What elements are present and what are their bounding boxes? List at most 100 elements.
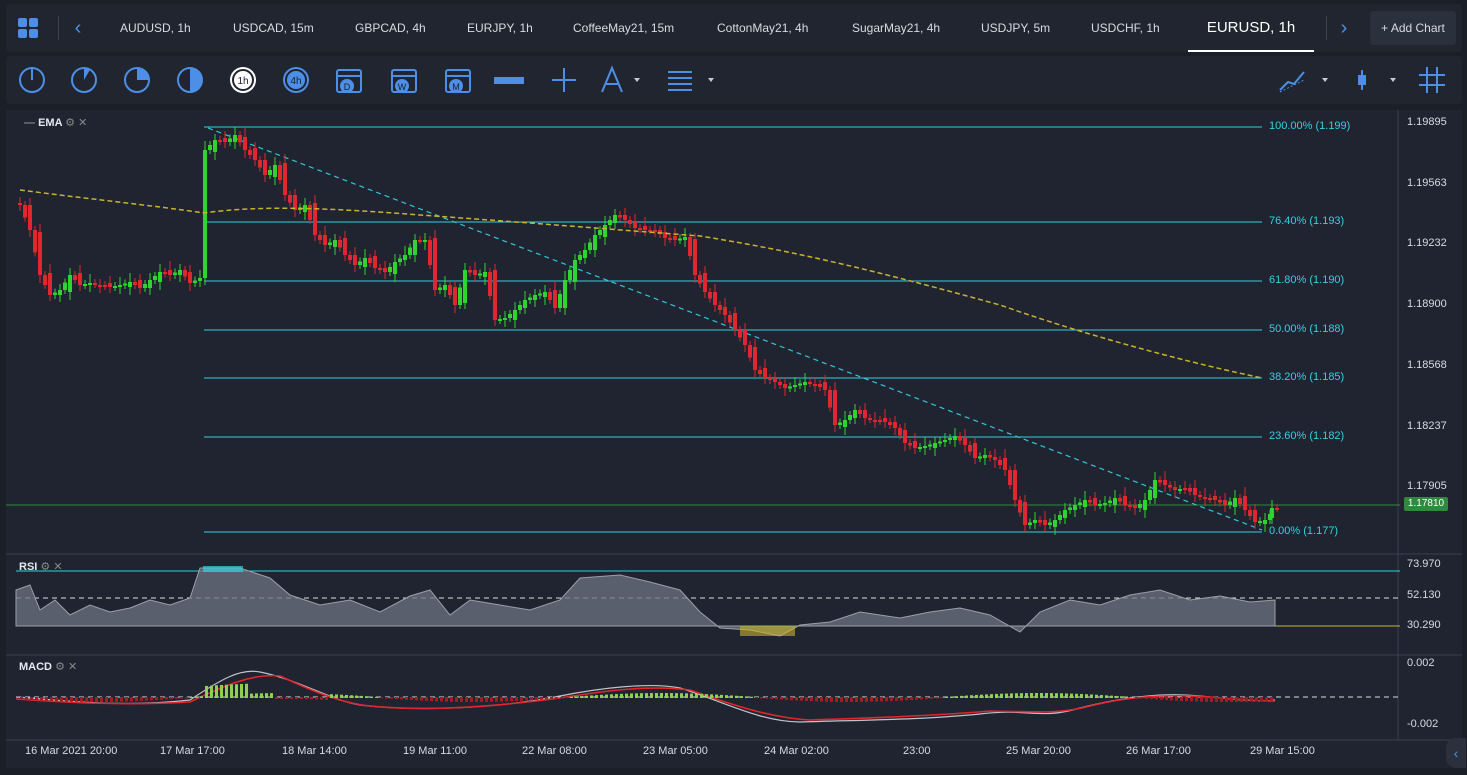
symbol-tab[interactable]: GBPCAD, 4h	[355, 21, 426, 35]
macd-histogram-bar	[965, 695, 968, 698]
candle-body	[1223, 500, 1227, 505]
symbol-tab[interactable]: AUDUSD, 1h	[120, 21, 191, 35]
crosshair-icon[interactable]	[548, 64, 580, 96]
time-axis-label: 29 Mar 15:00	[1250, 745, 1315, 757]
candle-body	[573, 260, 577, 282]
rsi-axis-label: 52.130	[1407, 589, 1441, 601]
macd-histogram-bar	[635, 693, 638, 698]
expand-panel-icon[interactable]: ‹	[1446, 738, 1466, 768]
macd-histogram-bar	[1175, 697, 1178, 701]
macd-histogram-bar	[295, 697, 298, 700]
timeframe-1h-button[interactable]: 1h	[227, 64, 259, 96]
macd-histogram-bar	[125, 697, 128, 702]
price-axis-label: 1.19563	[1407, 177, 1447, 189]
timeframe-1m-icon[interactable]	[16, 64, 48, 96]
candle-body	[1078, 502, 1082, 505]
timeframe-5m-icon[interactable]	[68, 64, 100, 96]
candle-body	[208, 145, 212, 150]
macd-histogram-bar	[185, 697, 188, 699]
symbol-tab[interactable]: USDCHF, 1h	[1091, 21, 1160, 35]
macd-histogram-bar	[70, 697, 73, 702]
macd-axis-label: 0.002	[1407, 657, 1435, 669]
close-icon[interactable]: ✕	[68, 661, 78, 673]
macd-histogram-bar	[690, 693, 693, 698]
macd-histogram-bar	[465, 697, 468, 702]
symbol-tab[interactable]: USDJPY, 5m	[981, 21, 1051, 35]
macd-histogram-bar	[1035, 693, 1038, 698]
fibonacci-tools-icon[interactable]	[666, 64, 718, 96]
macd-histogram-bar	[505, 697, 508, 702]
macd-histogram-bar	[705, 694, 708, 698]
candle-body	[858, 410, 862, 414]
candle-body	[1093, 498, 1097, 505]
candle-body	[783, 384, 787, 388]
symbol-tab[interactable]: CottonMay21, 4h	[717, 21, 809, 35]
macd-histogram-bar	[725, 695, 728, 698]
layout-grid-icon[interactable]	[16, 16, 40, 40]
symbol-tab[interactable]: USDCAD, 15m	[233, 21, 314, 35]
grid-settings-icon[interactable]	[1416, 64, 1448, 96]
macd-histogram-bar	[855, 697, 858, 702]
fib-level-label: 50.00% (1.188)	[1269, 323, 1345, 335]
tab-eurusd-1h[interactable]: EURUSD, 1h	[1188, 4, 1314, 52]
candle-body	[333, 240, 337, 247]
add-chart-button[interactable]: + Add Chart	[1370, 11, 1456, 45]
macd-histogram-bar	[260, 693, 263, 698]
measure-ruler-icon[interactable]	[493, 64, 525, 96]
macd-histogram-bar	[535, 697, 538, 700]
symbol-tab[interactable]: CoffeeMay21, 15m	[573, 21, 675, 35]
timeframe-30m-icon[interactable]	[174, 64, 206, 96]
macd-histogram-bar	[20, 697, 23, 700]
macd-histogram-bar	[1220, 697, 1223, 702]
candle-body	[263, 160, 267, 175]
scroll-right-icon[interactable]: ›	[1340, 17, 1348, 39]
macd-histogram-bar	[480, 697, 483, 702]
macd-histogram-bar	[525, 697, 528, 701]
candle-body	[1113, 498, 1117, 505]
candle-body	[723, 307, 727, 315]
settings-icon[interactable]: ⚙	[40, 561, 51, 573]
close-icon[interactable]: ✕	[78, 117, 88, 129]
timeframe-day-calendar-icon[interactable]: D	[333, 64, 365, 96]
symbol-tab[interactable]: SugarMay21, 4h	[852, 21, 941, 35]
settings-icon[interactable]: ⚙	[55, 661, 65, 673]
timeframe-month-calendar-icon[interactable]: M	[442, 64, 474, 96]
candle-body	[283, 163, 287, 195]
macd-histogram-bar	[105, 697, 108, 702]
macd-histogram-bar	[30, 697, 33, 700]
candle-body	[53, 292, 57, 295]
candle-body	[1218, 500, 1222, 503]
macd-histogram-bar	[1245, 697, 1248, 702]
candle-body	[1243, 496, 1247, 510]
timeframe-4h-button[interactable]: 4h	[280, 64, 312, 96]
settings-icon[interactable]: ⚙	[65, 117, 76, 129]
scroll-left-icon[interactable]: ‹	[74, 17, 82, 39]
macd-histogram-bar	[1240, 697, 1243, 702]
candle-body	[978, 456, 982, 459]
macd-histogram-bar	[530, 697, 533, 701]
indicators-icon[interactable]	[1278, 64, 1330, 96]
rsi-overbought-fill	[203, 566, 243, 572]
macd-histogram-bar	[200, 696, 203, 698]
macd-histogram-bar	[385, 697, 388, 699]
candle-body	[1153, 480, 1157, 498]
timeframe-15m-icon[interactable]	[121, 64, 153, 96]
chart-type-candles-icon[interactable]	[1352, 64, 1398, 96]
candle-body	[1168, 485, 1172, 488]
macd-histogram-bar	[135, 697, 138, 702]
drawing-tools-icon[interactable]	[596, 64, 644, 96]
candle-body	[438, 287, 442, 290]
timeframe-week-calendar-icon[interactable]: W	[388, 64, 420, 96]
candle-body	[713, 292, 717, 305]
macd-histogram-bar	[1260, 697, 1263, 702]
symbol-tab[interactable]: EURJPY, 1h	[467, 21, 533, 35]
candle-body	[788, 386, 792, 389]
candle-body	[738, 330, 742, 338]
close-icon[interactable]: ✕	[53, 561, 63, 573]
chart-panel[interactable]	[6, 110, 1462, 768]
candle-body	[793, 385, 797, 387]
candle-body	[418, 240, 422, 242]
macd-histogram-bar	[495, 697, 498, 702]
candle-body	[868, 418, 872, 420]
